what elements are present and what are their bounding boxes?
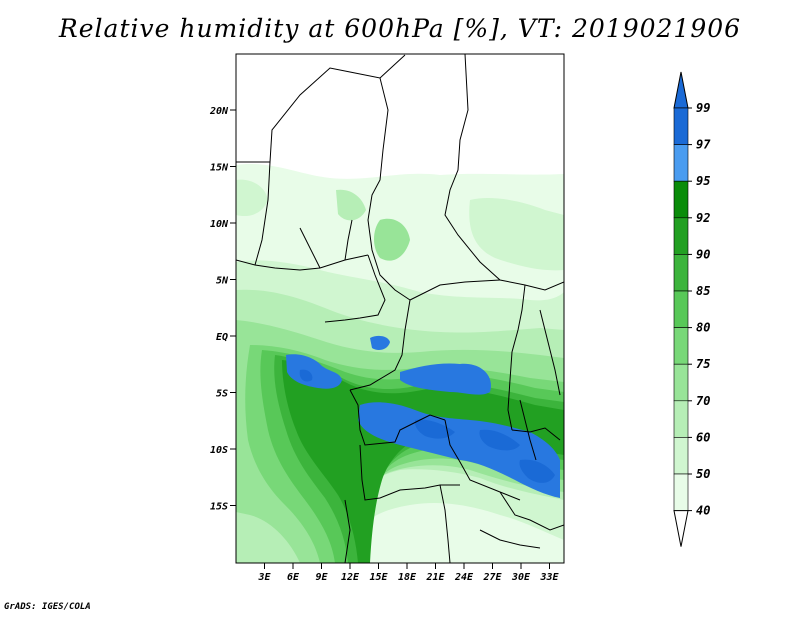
colorbar-label: 50	[696, 467, 710, 481]
colorbar-swatch	[673, 290, 689, 328]
colorbar-label: 92	[696, 211, 710, 225]
colorbar-swatch	[673, 363, 689, 402]
colorbar-upper-arrow	[673, 71, 689, 109]
plot-frame	[235, 53, 565, 564]
lat-label: 10N	[210, 219, 229, 230]
lat-label: 10S	[210, 445, 228, 456]
lon-label: 18E	[398, 572, 417, 583]
colorbar-label: 75	[696, 357, 710, 371]
lon-label: 30E	[511, 572, 531, 583]
colorbar-swatch	[673, 473, 689, 511]
colorbar-swatch	[673, 327, 689, 365]
map-title: Relative humidity at 600hPa [%], VT: 201…	[58, 14, 742, 43]
lon-label: 9E	[315, 572, 328, 583]
colorbar-label: 90	[696, 247, 710, 261]
lon-label: 27E	[482, 572, 502, 583]
colorbar-swatch	[673, 437, 689, 475]
colorbar-label: 95	[696, 174, 710, 188]
colorbar: 99 97 95 92 90 85 80 75 70 60 50 40	[673, 71, 711, 547]
colorbar-swatch	[673, 180, 689, 219]
lon-label: 6E	[287, 572, 300, 583]
lat-label: 15N	[210, 163, 229, 174]
colorbar-label: 99	[696, 101, 710, 115]
lat-label: 20N	[209, 106, 229, 117]
lon-label: 24E	[454, 572, 474, 583]
colorbar-label: 70	[696, 394, 710, 408]
humidity-field	[236, 54, 564, 563]
colorbar-swatch	[673, 144, 689, 182]
country-borders	[236, 54, 564, 563]
lon-label: 15E	[369, 572, 388, 583]
colorbar-swatch	[673, 107, 689, 145]
colorbar-label: 40	[696, 504, 710, 518]
grads-credit: GrADS: IGES/COLA	[4, 602, 91, 612]
lon-label: 21E	[425, 572, 445, 583]
latitude-axis: 20N 15N 10N 5N EQ 5S 10S 15S	[209, 106, 236, 513]
colorbar-label: 85	[696, 284, 710, 298]
lon-label: 12E	[341, 572, 360, 583]
colorbar-label: 97	[696, 138, 711, 152]
colorbar-swatch	[673, 400, 689, 438]
lat-label: EQ	[216, 332, 228, 343]
colorbar-label: 80	[696, 321, 710, 335]
lon-label: 3E	[257, 572, 271, 583]
lat-label: 5N	[216, 276, 229, 287]
longitude-axis: 3E 6E 9E 12E 15E 18E 21E 24E 27E 30E 33E	[257, 563, 560, 583]
lon-label: 33E	[539, 572, 559, 583]
lat-label: 5S	[216, 389, 228, 400]
lat-label: 15S	[210, 502, 228, 513]
colorbar-swatch	[673, 254, 689, 292]
colorbar-swatch	[673, 217, 689, 255]
colorbar-label: 60	[696, 430, 710, 444]
colorbar-lower-arrow	[673, 510, 689, 547]
